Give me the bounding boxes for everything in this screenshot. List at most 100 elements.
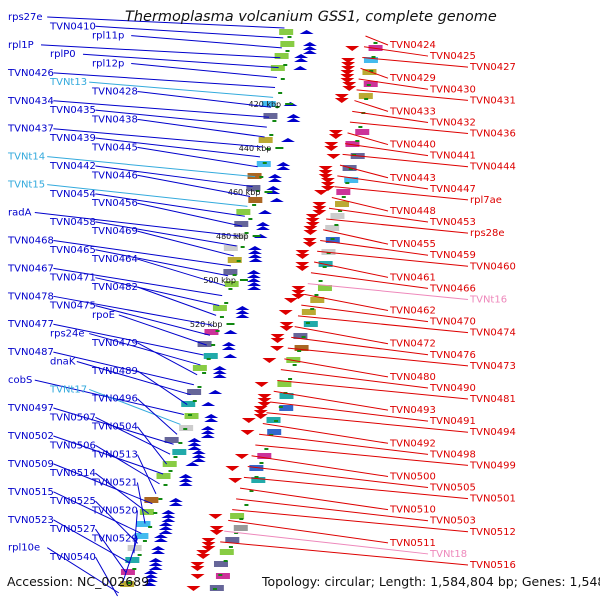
feature-tick	[348, 168, 353, 170]
forward-gene-mark	[302, 50, 317, 54]
scale-tick-label: 440 kbp	[239, 144, 272, 153]
reverse-gene-mark	[312, 202, 327, 207]
label-leader-line	[76, 361, 191, 396]
forward-gene-mark	[247, 246, 262, 250]
cog-color-block	[263, 113, 278, 119]
reverse-gene-mark	[305, 218, 320, 223]
forward-gene-mark	[191, 454, 206, 458]
gene-label: TVN0510	[389, 505, 436, 516]
gene-label: radA	[8, 208, 32, 219]
gene-label: TVN0492	[389, 438, 436, 449]
feature-tick	[364, 98, 369, 100]
reverse-gene-mark	[334, 94, 349, 99]
label-leader-line	[251, 455, 389, 477]
feature-tick	[219, 316, 224, 318]
label-leader-line	[358, 78, 429, 90]
label-leader-line	[95, 25, 284, 39]
gene-label: TVN0499	[469, 460, 516, 471]
label-leader-line	[40, 44, 281, 59]
label-leader-line	[328, 207, 429, 223]
label-leader-line	[95, 444, 160, 485]
label-leader-line	[224, 530, 429, 555]
gene-label: TVN0427	[469, 62, 516, 73]
label-leader-line	[136, 454, 157, 495]
feature-tick	[297, 350, 302, 352]
cog-color-block	[294, 345, 309, 351]
reverse-gene-mark	[318, 166, 333, 171]
reverse-gene-mark	[345, 46, 360, 51]
reverse-gene-mark	[291, 286, 306, 291]
feature-tick	[338, 210, 343, 212]
feature-tick	[371, 56, 376, 58]
gene-label: TVNt17	[49, 384, 87, 395]
reverse-gene-mark	[201, 542, 216, 547]
forward-gene-mark	[153, 538, 168, 542]
reverse-gene-mark	[254, 382, 269, 387]
feature-tick	[341, 196, 346, 198]
reverse-gene-mark	[270, 338, 285, 343]
label-leader-line	[95, 193, 245, 217]
reverse-gene-mark	[209, 526, 224, 531]
label-leader-line	[313, 261, 389, 278]
reverse-gene-mark	[341, 66, 356, 71]
reverse-gene-mark	[225, 466, 240, 471]
gene-label: TVN0426	[7, 68, 54, 79]
reverse-gene-mark	[295, 266, 310, 271]
reverse-gene-mark	[190, 566, 205, 571]
feature-tick	[269, 134, 274, 136]
feature-tick	[126, 582, 131, 584]
gene-label: TVN0503	[429, 516, 476, 527]
feature-tick	[236, 260, 241, 262]
label-leader-line	[53, 128, 263, 148]
gene-label: TVN0434	[7, 96, 54, 107]
gene-label: TVN0467	[7, 263, 54, 274]
reverse-gene-mark	[312, 210, 327, 215]
gene-label: TVN0511	[389, 538, 436, 549]
gene-label: TVN0453	[429, 217, 476, 228]
label-leader-line	[326, 218, 469, 234]
scale-tick-label: 500 kbp	[203, 276, 236, 285]
gene-label: TVN0476	[429, 350, 476, 361]
gene-label: TVN0435	[49, 105, 96, 116]
label-leader-line	[95, 277, 220, 306]
forward-gene-mark	[248, 258, 263, 262]
feature-tick	[259, 176, 264, 178]
cog-color-block	[164, 437, 179, 443]
feature-tick	[132, 568, 137, 570]
scale-tick-label: 480 kbp	[216, 232, 249, 241]
cog-color-block	[301, 309, 316, 315]
cog-color-block	[233, 525, 248, 531]
label-leader-line	[53, 295, 214, 326]
gene-label: TVNt15	[7, 180, 45, 191]
feature-tick	[352, 154, 357, 156]
label-leader-line	[291, 336, 429, 356]
label-leader-line	[137, 258, 226, 287]
cog-color-block	[162, 461, 177, 467]
cog-color-block	[223, 269, 238, 275]
gene-label: TVN0506	[49, 440, 96, 451]
forward-gene-mark	[302, 46, 317, 50]
gene-label: TVN0461	[389, 272, 436, 283]
label-leader-line	[342, 153, 469, 168]
reverse-gene-mark	[303, 226, 318, 231]
forward-gene-mark	[143, 570, 158, 574]
gene-label: TVN0478	[7, 291, 54, 302]
forward-gene-mark	[286, 114, 301, 118]
forward-gene-mark	[247, 282, 262, 286]
forward-gene-mark	[266, 186, 281, 190]
cog-color-block	[251, 477, 266, 483]
label-leader-line	[352, 110, 429, 123]
label-leader-line	[131, 35, 282, 49]
forward-gene-mark	[235, 306, 250, 310]
forward-gene-mark	[161, 510, 176, 514]
label-leader-line	[89, 81, 274, 98]
cog-color-block	[125, 557, 140, 563]
feature-tick	[188, 414, 193, 416]
gene-label: TVN0504	[91, 422, 138, 433]
label-leader-line	[94, 528, 127, 574]
feature-tick	[158, 498, 163, 500]
gene-label: TVN0527	[49, 524, 96, 535]
forward-gene-mark	[178, 482, 193, 486]
feature-tick	[266, 148, 271, 150]
gene-label: TVN0512	[469, 527, 516, 538]
